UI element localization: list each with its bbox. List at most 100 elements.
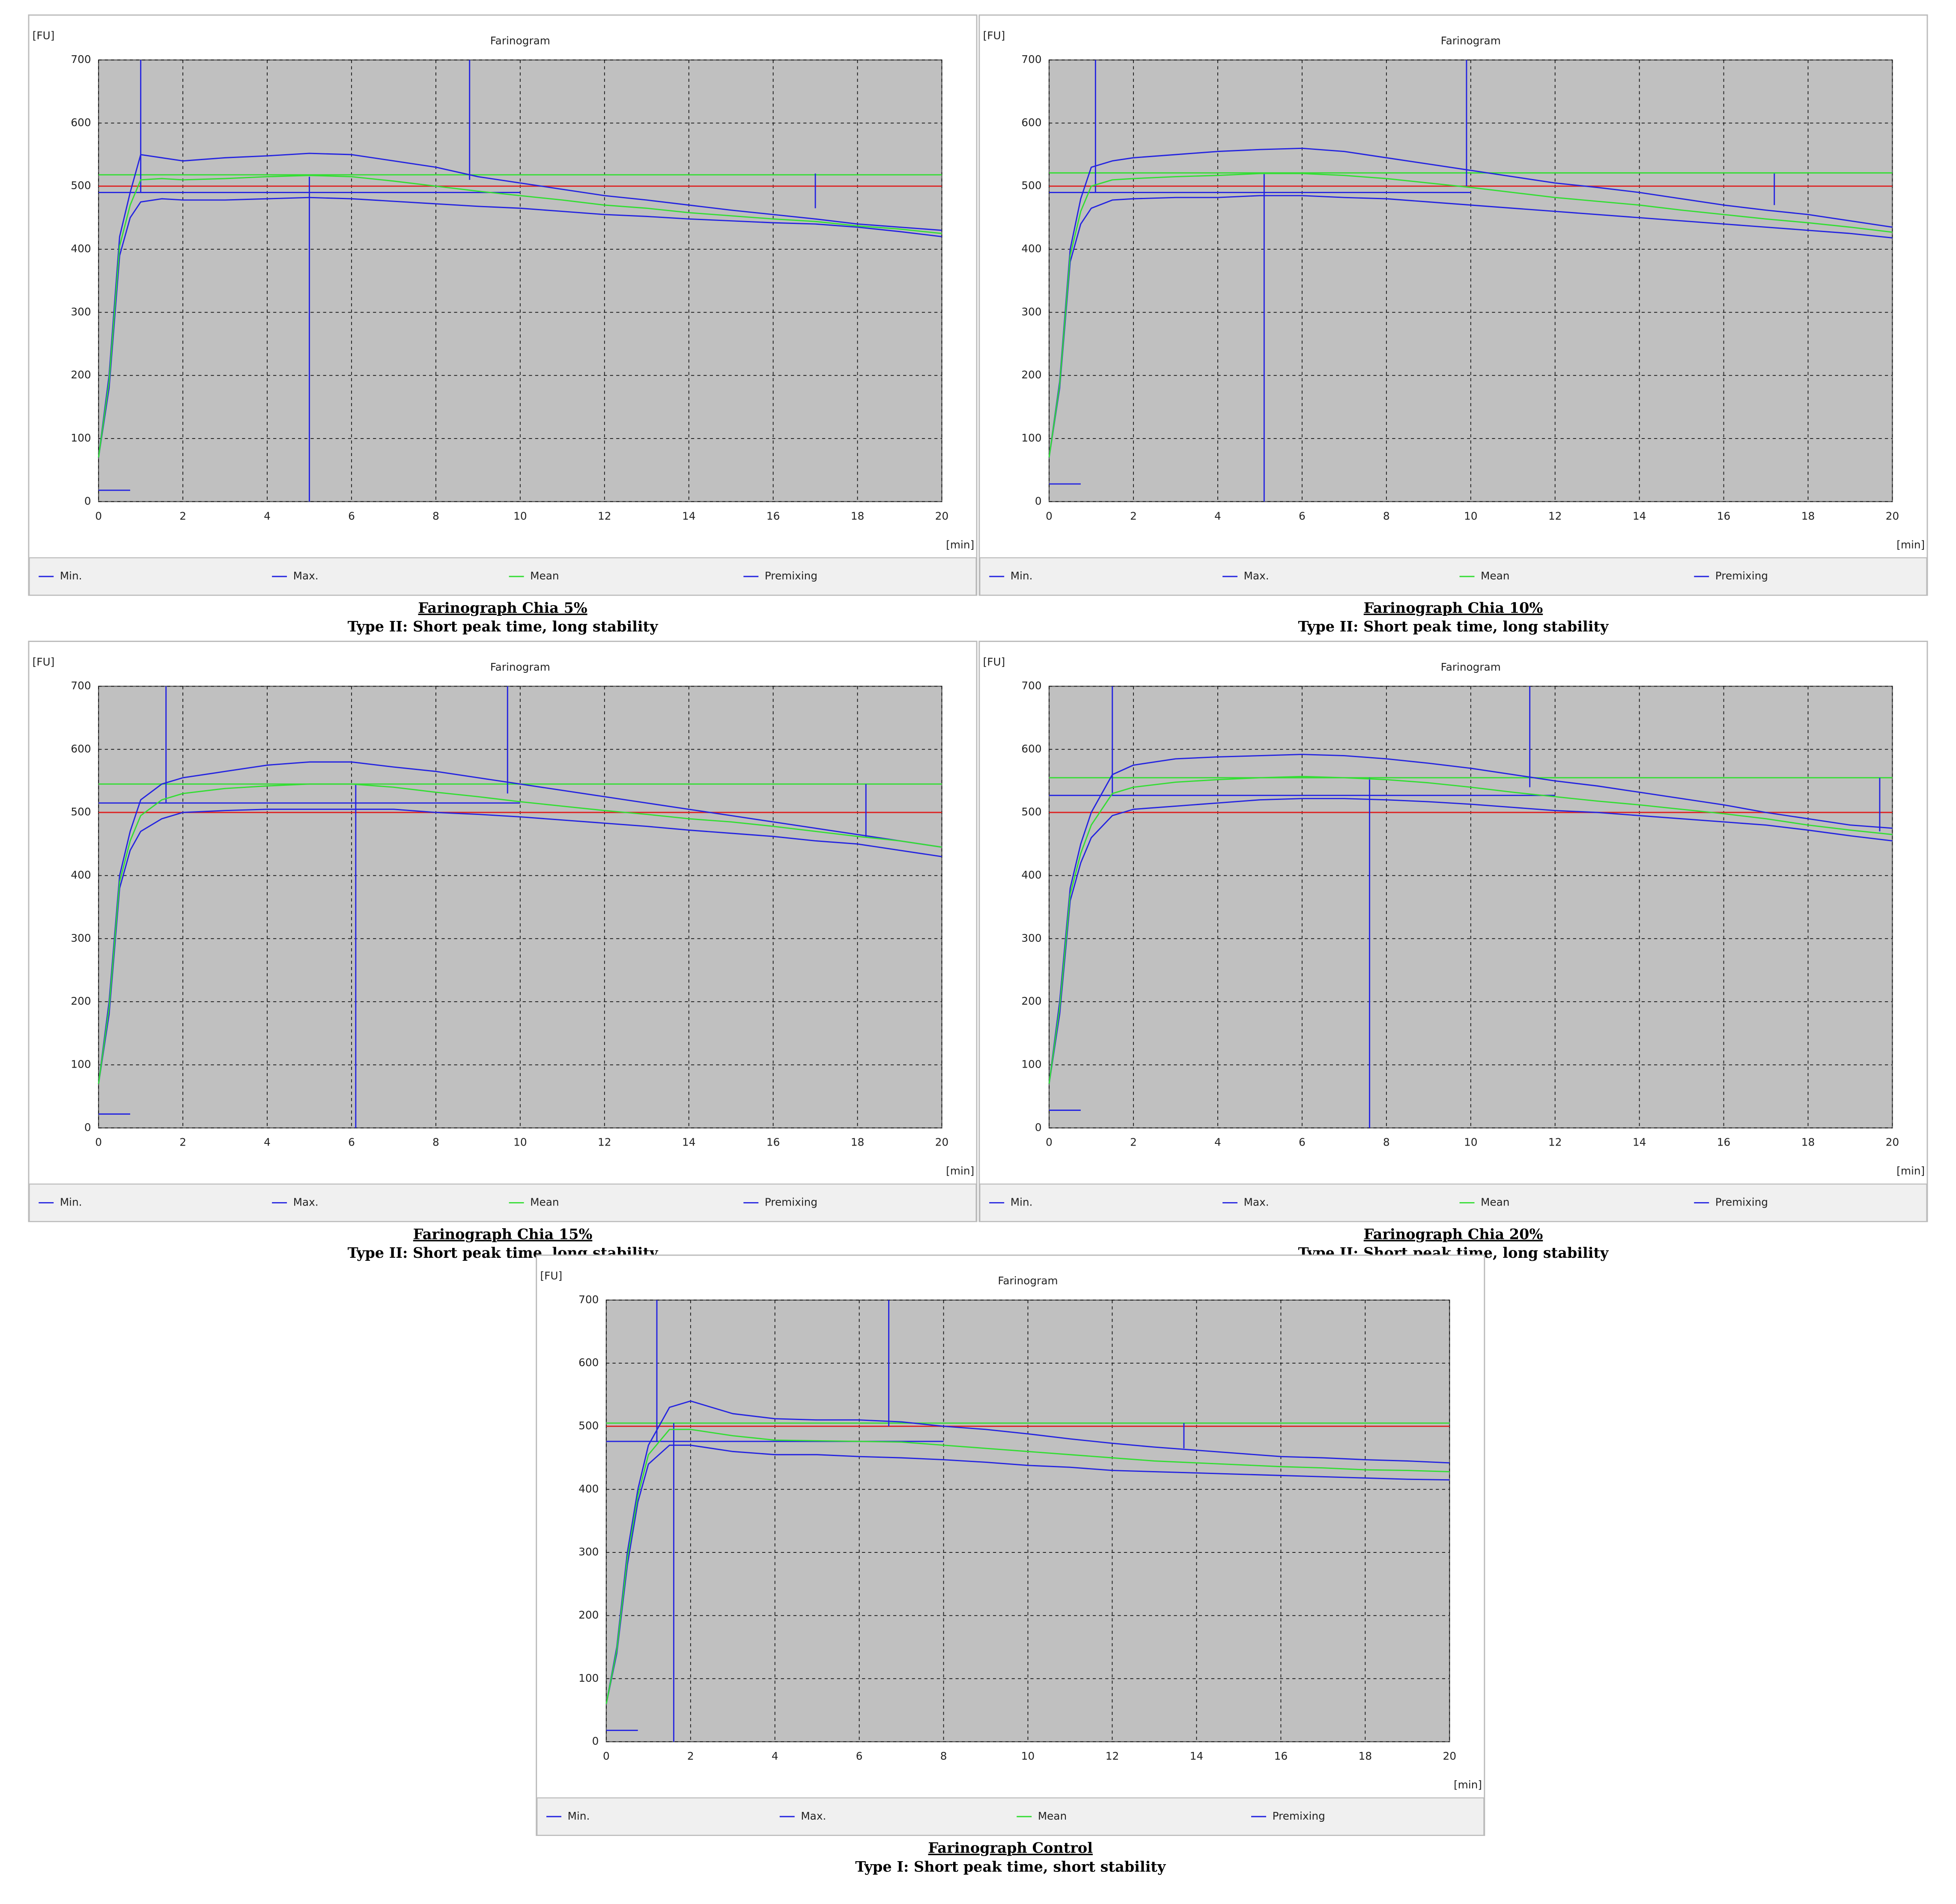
legend-label: Premixing xyxy=(765,570,817,582)
y-tick-label: 300 xyxy=(578,1546,599,1558)
caption-subtitle: Type I: Short peak time, short stability xyxy=(855,1858,1166,1875)
legend-label: Min. xyxy=(60,1196,82,1209)
x-tick-label: 14 xyxy=(1633,510,1646,522)
x-tick-label: 12 xyxy=(598,1136,611,1149)
y-tick-label: 400 xyxy=(71,868,91,881)
legend xyxy=(29,557,977,596)
x-axis-label: [min] xyxy=(1896,538,1925,551)
x-tick-label: 16 xyxy=(766,1136,780,1149)
caption-title: Farinograph Chia 15% xyxy=(413,1226,593,1242)
y-tick-label: 100 xyxy=(71,1058,91,1070)
chart: Farinogram[FU][min]010020030040050060070… xyxy=(28,14,978,635)
legend-label: Max. xyxy=(1244,1196,1269,1209)
chart: Farinogram[FU][min]010020030040050060070… xyxy=(978,14,1928,635)
chart: Farinogram[FU][min]010020030040050060070… xyxy=(28,641,978,1261)
x-tick-label: 10 xyxy=(513,510,527,522)
series-line xyxy=(605,1429,1450,1704)
series-line xyxy=(1048,754,1893,1084)
legend-label: Mean xyxy=(1481,570,1509,582)
y-tick-label: 500 xyxy=(71,806,91,818)
chart-title: Farinogram xyxy=(998,1274,1058,1287)
chart: Farinogram[FU][min]010020030040050060070… xyxy=(536,1254,1485,1875)
x-tick-label: 14 xyxy=(682,510,696,522)
y-tick-label: 300 xyxy=(71,305,91,318)
x-tick-label: 20 xyxy=(935,510,949,522)
y-axis-label: [FU] xyxy=(983,656,1005,668)
series-line xyxy=(98,175,942,458)
x-tick-label: 8 xyxy=(432,510,439,522)
x-axis-label: [min] xyxy=(946,1165,974,1177)
x-tick-label: 14 xyxy=(682,1136,696,1149)
y-tick-label: 700 xyxy=(71,679,91,692)
y-tick-label: 500 xyxy=(71,179,91,192)
chart: Farinogram[FU][min]010020030040050060070… xyxy=(978,641,1928,1261)
x-tick-label: 16 xyxy=(1274,1750,1288,1762)
x-tick-label: 20 xyxy=(1886,1136,1899,1149)
x-tick-label: 12 xyxy=(598,510,611,522)
x-tick-label: 10 xyxy=(1464,1136,1478,1149)
x-tick-label: 6 xyxy=(856,1750,863,1762)
chart-title: Farinogram xyxy=(1441,661,1501,673)
x-tick-label: 20 xyxy=(1443,1750,1456,1762)
y-tick-label: 100 xyxy=(578,1672,599,1684)
x-tick-label: 4 xyxy=(772,1750,778,1762)
y-axis-label: [FU] xyxy=(33,30,55,42)
y-tick-label: 200 xyxy=(578,1609,599,1621)
x-tick-label: 4 xyxy=(264,510,271,522)
x-axis-label: [min] xyxy=(1896,1165,1925,1177)
series-line xyxy=(1048,173,1893,458)
x-tick-label: 18 xyxy=(1801,510,1815,522)
legend-label: Min. xyxy=(568,1810,590,1822)
legend xyxy=(979,557,1927,596)
series-line xyxy=(98,197,942,458)
y-axis-label: [FU] xyxy=(540,1269,562,1282)
x-tick-label: 12 xyxy=(1548,1136,1562,1149)
y-tick-label: 700 xyxy=(1021,53,1041,66)
x-tick-label: 6 xyxy=(1299,1136,1306,1149)
caption-title: Farinograph Chia 10% xyxy=(1364,600,1543,616)
x-tick-label: 6 xyxy=(348,510,355,522)
legend-label: Mean xyxy=(530,1196,559,1209)
x-tick-label: 0 xyxy=(95,510,102,522)
legend-label: Max. xyxy=(293,570,319,582)
x-tick-label: 8 xyxy=(940,1750,947,1762)
chart-title: Farinogram xyxy=(490,34,550,47)
x-tick-label: 8 xyxy=(1383,1136,1390,1149)
x-tick-label: 2 xyxy=(179,510,186,522)
x-axis-label: [min] xyxy=(1454,1779,1482,1791)
x-tick-label: 10 xyxy=(1464,510,1478,522)
caption-title: Farinograph Chia 5% xyxy=(418,600,587,616)
caption-subtitle: Type II: Short peak time, long stability xyxy=(1298,618,1609,635)
x-tick-label: 0 xyxy=(1046,510,1053,522)
legend-label: Premixing xyxy=(1715,1196,1768,1209)
legend-label: Max. xyxy=(293,1196,319,1209)
x-tick-label: 14 xyxy=(1633,1136,1646,1149)
caption-subtitle: Type II: Short peak time, long stability xyxy=(348,618,659,635)
legend-label: Mean xyxy=(530,570,559,582)
x-tick-label: 2 xyxy=(1130,1136,1137,1149)
x-tick-label: 18 xyxy=(1801,1136,1815,1149)
y-tick-label: 700 xyxy=(1021,679,1041,692)
series-line xyxy=(605,1444,1450,1704)
chart-title: Farinogram xyxy=(490,661,550,673)
x-axis-label: [min] xyxy=(946,538,974,551)
y-tick-label: 100 xyxy=(71,432,91,444)
legend-label: Max. xyxy=(1244,570,1269,582)
x-tick-label: 0 xyxy=(1046,1136,1053,1149)
y-tick-label: 400 xyxy=(71,242,91,255)
legend-label: Mean xyxy=(1038,1810,1067,1822)
x-tick-label: 2 xyxy=(179,1136,186,1149)
y-tick-label: 400 xyxy=(1021,242,1041,255)
legend-label: Premixing xyxy=(1273,1810,1325,1822)
y-tick-label: 0 xyxy=(84,495,91,507)
y-tick-label: 500 xyxy=(1021,179,1041,192)
x-tick-label: 6 xyxy=(348,1136,355,1149)
x-tick-label: 6 xyxy=(1299,510,1306,522)
legend-label: Premixing xyxy=(765,1196,817,1209)
y-tick-label: 600 xyxy=(71,743,91,755)
x-tick-label: 10 xyxy=(1021,1750,1035,1762)
x-tick-label: 16 xyxy=(1717,510,1731,522)
series-line xyxy=(1048,798,1893,1084)
